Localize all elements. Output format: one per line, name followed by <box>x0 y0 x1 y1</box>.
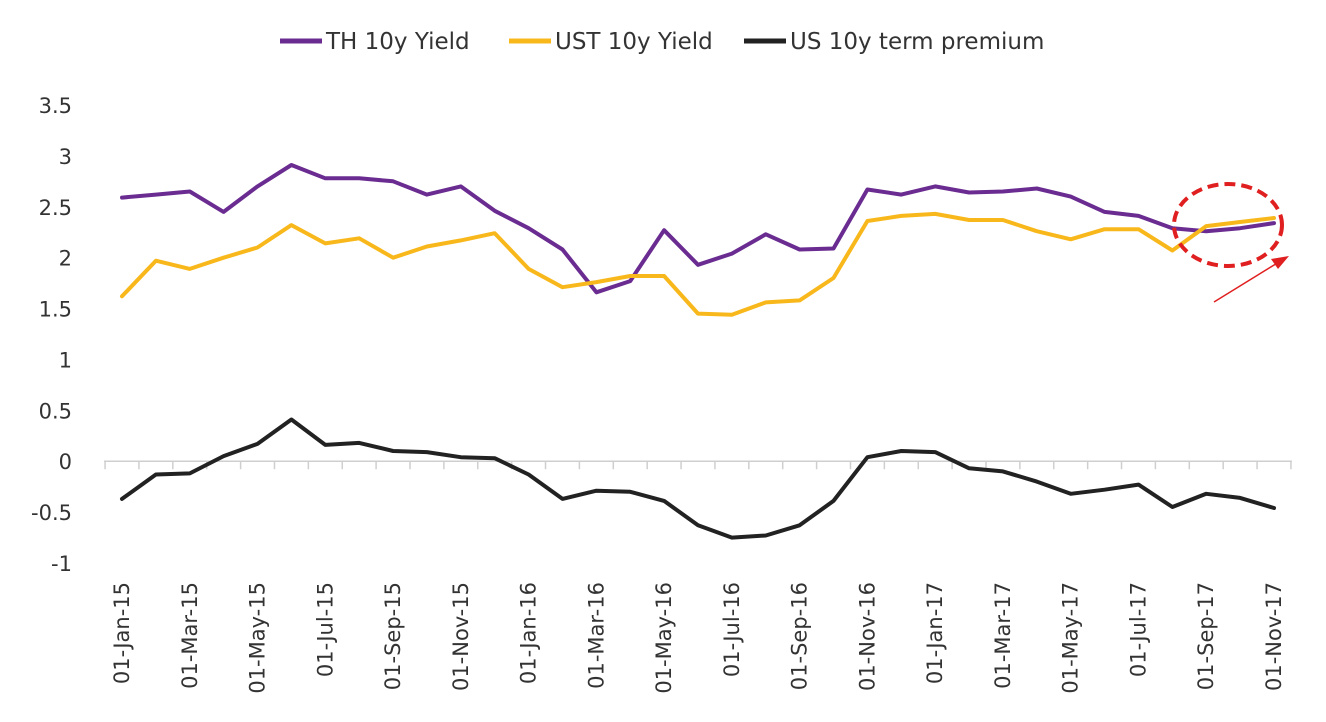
x-tick-label: 01-Jul-16 <box>720 582 744 677</box>
x-tick-label: 01-May-16 <box>652 582 676 694</box>
x-tick-label: 01-Jul-17 <box>1126 582 1150 677</box>
y-tick-label: -0.5 <box>31 501 72 525</box>
highlight-ellipse <box>1172 182 1284 268</box>
x-axis: 01-Jan-15 01-Mar-15 01-May-15 01-Jul-15 01-S… <box>104 460 1292 694</box>
y-tick-label: 3 <box>59 145 72 169</box>
x-tick-label: 01-Nov-17 <box>1262 582 1286 691</box>
trend-arrow-shaft <box>1213 261 1280 303</box>
legend-label-1: TH 10y Yield <box>325 29 470 55</box>
x-tick-label: 01-Jan-17 <box>923 582 947 684</box>
series-line-2 <box>120 211 1276 317</box>
x-tick-label: 01-Sep-17 <box>1194 582 1218 690</box>
y-tick-label: -1 <box>51 552 72 576</box>
x-tick-label: 01-Jan-16 <box>517 582 541 684</box>
series-line-3 <box>120 417 1276 540</box>
legend-label-3: US 10y term premium <box>790 29 1044 55</box>
y-tick-label: 2 <box>59 247 72 271</box>
x-tick-label: 01-Nov-16 <box>855 582 879 691</box>
y-axis: 3.5 3 2.5 2 1.5 1 0.5 0 -0.5 -1 <box>31 94 72 576</box>
y-tick-label: 0 <box>59 450 72 474</box>
y-tick-label: 0.5 <box>39 399 72 423</box>
x-tick-label: 01-May-15 <box>246 582 270 694</box>
legend-label-2: UST 10y Yield <box>555 29 713 55</box>
y-tick-label: 2.5 <box>39 196 72 220</box>
series-layer <box>120 163 1276 540</box>
x-tick-label: 01-Jan-15 <box>110 582 134 684</box>
y-tick-label: 1 <box>59 348 72 372</box>
x-tick-label: 01-Mar-16 <box>584 582 608 689</box>
x-tick-label: 01-Sep-16 <box>788 582 812 690</box>
trend-arrow-head <box>1271 256 1289 269</box>
annotation-layer <box>1172 182 1289 303</box>
x-tick-label: 01-Jul-15 <box>313 582 337 677</box>
x-tick-label: 01-Sep-15 <box>381 582 405 690</box>
legend: TH 10y Yield UST 10y Yield US 10y term pre… <box>280 29 1044 55</box>
y-tick-label: 3.5 <box>39 94 72 118</box>
x-tick-label: 01-Nov-15 <box>449 582 473 691</box>
x-tick-label: 01-Mar-17 <box>991 582 1015 689</box>
x-tick-label: 01-Mar-15 <box>178 582 202 689</box>
series-line-1 <box>120 163 1276 295</box>
y-tick-label: 1.5 <box>39 298 72 322</box>
x-tick-label: 01-May-17 <box>1059 582 1083 694</box>
